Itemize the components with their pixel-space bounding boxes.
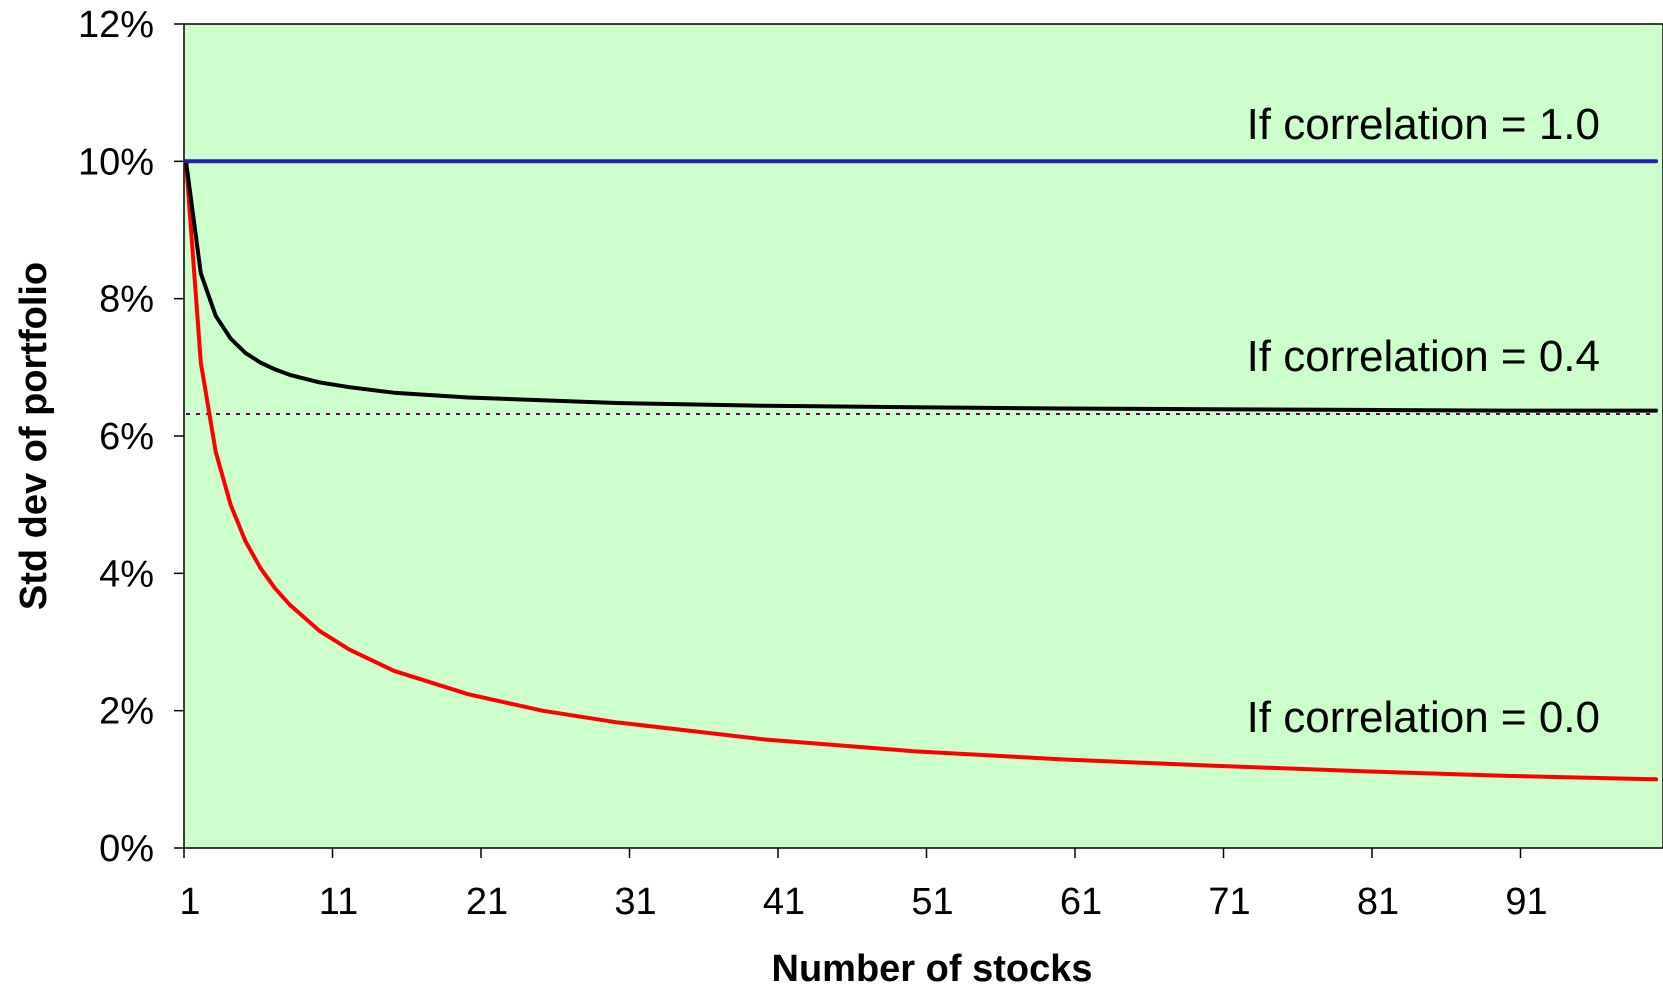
series-layer bbox=[184, 159, 1659, 782]
x-tick-label: 81 bbox=[1357, 881, 1399, 923]
series-label-0: If correlation = 1.0 bbox=[1247, 100, 1600, 149]
y-tick-label: 6% bbox=[99, 416, 154, 458]
series-labels: If correlation = 1.0 If correlation = 0.4… bbox=[1247, 100, 1600, 742]
y-axis: 0% 2% 4% 6% 8% 10% 12% bbox=[78, 4, 184, 870]
series-label-1: If correlation = 0.4 bbox=[1247, 332, 1600, 381]
x-tick-label: 51 bbox=[911, 881, 953, 923]
x-tick-label: 91 bbox=[1505, 881, 1547, 923]
y-tick-label: 8% bbox=[99, 279, 154, 321]
y-tick-label: 0% bbox=[99, 828, 154, 870]
series-label-2: If correlation = 0.0 bbox=[1247, 693, 1600, 742]
x-axis: 1 11 21 31 41 51 61 71 81 91 bbox=[179, 848, 1548, 923]
x-tick-label: 41 bbox=[763, 881, 805, 923]
x-axis-title: Number of stocks bbox=[772, 948, 1093, 989]
y-tick-label: 2% bbox=[99, 691, 154, 733]
y-axis-title: Std dev of portfolio bbox=[13, 262, 55, 610]
x-tick-label: 71 bbox=[1208, 881, 1250, 923]
y-tick-label: 4% bbox=[99, 553, 154, 595]
x-tick-label: 31 bbox=[614, 881, 656, 923]
series-line-1 bbox=[184, 159, 1659, 413]
y-tick-label: 10% bbox=[78, 141, 154, 183]
y-tick-label: 12% bbox=[78, 4, 154, 46]
x-tick-label: 61 bbox=[1060, 881, 1102, 923]
x-tick-label: 1 bbox=[179, 881, 200, 923]
x-tick-label: 21 bbox=[466, 881, 508, 923]
series-line-2 bbox=[184, 159, 1659, 782]
x-tick-label: 11 bbox=[319, 881, 358, 923]
